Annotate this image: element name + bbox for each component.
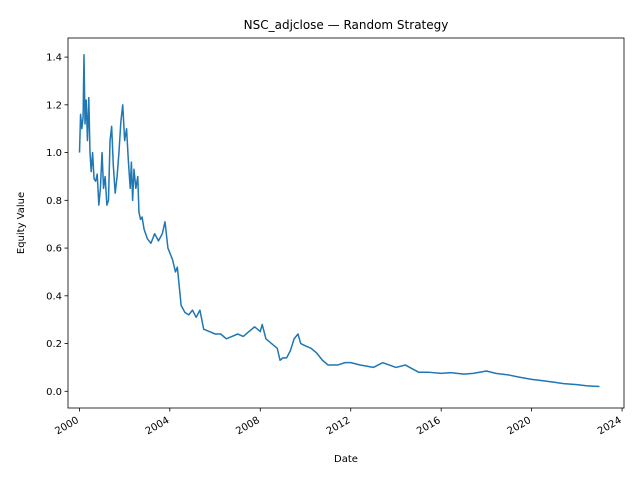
y-axis-label: Equity Value: [16, 192, 27, 254]
plot-area: [78, 53, 600, 388]
x-tick-label: 2012: [325, 415, 353, 437]
x-tick-label: 2016: [415, 415, 443, 437]
y-tick-label: 0.4: [46, 291, 62, 302]
y-tick-label: 0.0: [46, 387, 62, 398]
plot-frame: [67, 37, 625, 409]
y-tick-label: 1.4: [46, 53, 62, 64]
y-tick-label: 1.0: [46, 148, 62, 159]
y-tick-label: 0.8: [46, 196, 62, 207]
y-axis: 0.0 0.2 0.4 0.6 0.8 1.0 1.2 1.4: [46, 53, 68, 398]
x-tick-label: 2004: [144, 415, 172, 437]
x-tick-label: 2024: [596, 415, 624, 437]
x-tick-label: 2020: [506, 415, 534, 437]
y-tick-label: 0.6: [46, 244, 62, 255]
y-tick-label: 1.2: [46, 100, 62, 111]
chart-title: NSC_adjclose — Random Strategy: [244, 18, 449, 32]
x-axis: 2000 2004 2008 2012 2016 2020 2024: [53, 408, 624, 437]
series-line-0: [78, 53, 600, 388]
y-tick-label: 0.2: [46, 339, 62, 350]
x-tick-label: 2000: [53, 415, 81, 437]
x-tick-label: 2008: [234, 415, 262, 437]
x-axis-label: Date: [334, 454, 358, 465]
